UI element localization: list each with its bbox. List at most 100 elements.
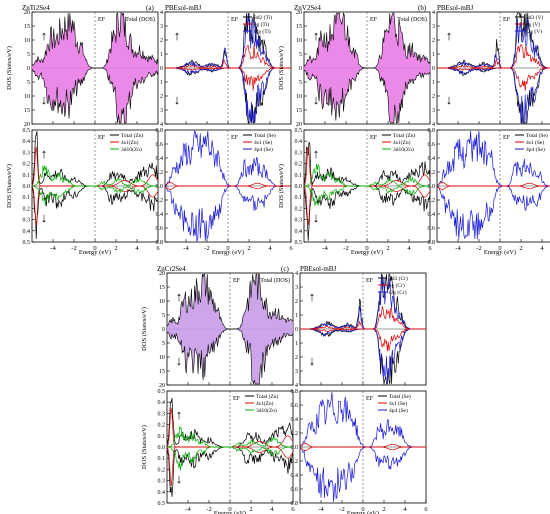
se-s-curve xyxy=(436,185,550,190)
y-tick-label: 0 xyxy=(27,66,30,72)
y-tick-label: 0.1 xyxy=(23,195,31,201)
y-tick-label: 0.4 xyxy=(295,229,303,235)
dos-fill xyxy=(304,13,430,69)
spin-down-arrow: ↓ xyxy=(313,92,320,107)
y-tick-label: 0.1 xyxy=(295,173,303,179)
legend-label: 3d10(Zn) xyxy=(256,407,277,414)
legend-label: 4p4 (Se) xyxy=(389,407,408,414)
eg-curve xyxy=(165,67,291,91)
y-tick-label: 3 xyxy=(160,108,163,114)
legend-label: Total (Se) xyxy=(526,132,548,139)
spin-down-arrow: ↓ xyxy=(174,92,181,107)
y-tick-label: 4 xyxy=(295,383,298,389)
y-tick-label: 0.2 xyxy=(156,170,164,176)
y-tick-label: 4 xyxy=(432,122,435,128)
legend-label: 4p4 (Se) xyxy=(254,146,273,153)
se-p-curve xyxy=(436,131,550,187)
x-tick-label: -4 xyxy=(318,506,324,513)
y-tick-label: 20 xyxy=(296,122,302,128)
y-tick-label: 2 xyxy=(295,355,298,361)
fermi-label: EF xyxy=(233,278,241,284)
y-tick-label: 0 xyxy=(160,66,163,72)
y-tick-label: 1 xyxy=(432,80,435,86)
y-tick-label: 0.2 xyxy=(428,198,436,204)
spin-down-arrow: ↓ xyxy=(176,471,183,486)
y-tick-label: 0.4 xyxy=(156,212,164,218)
y-tick-label: 0.0 xyxy=(23,184,31,190)
y-tick-label: 1 xyxy=(432,52,435,58)
legend-label: 4s1 (Se) xyxy=(389,400,407,407)
fermi-label: EF xyxy=(366,396,374,402)
y-tick-label: 10 xyxy=(24,38,30,44)
y-tick-label: 0.1 xyxy=(23,173,31,179)
zn-d-curve xyxy=(166,446,293,471)
y-tick-label: 3 xyxy=(432,108,435,114)
y-tick-label: 5 xyxy=(162,341,165,347)
x-axis-label: Energy (eV) xyxy=(347,510,379,514)
plot-se: EF-4-202460.80.60.40.20.00.20.40.60.8Tot… xyxy=(428,128,550,252)
plot-metal-d: EF 4 3 2 1 0 1 2 3 4 ↑ ↓ 3d2 (Ti)eg (Ti)t2g (Ti) xyxy=(160,10,292,128)
legend-label: 4s1 (Se) xyxy=(526,139,544,146)
y-tick-label: 2 xyxy=(295,299,298,305)
y-tick-label: 3 xyxy=(295,369,298,375)
x-axis-label: Energy (eV) xyxy=(484,249,516,256)
spin-up-arrow: ↑ xyxy=(313,146,320,161)
y-tick-label: 0.1 xyxy=(295,195,303,201)
y-tick-label: 2 xyxy=(160,94,163,100)
fermi-label: EF xyxy=(366,278,374,284)
y-tick-label: 0.5 xyxy=(295,240,303,246)
y-tick-label: 0.4 xyxy=(428,212,436,218)
legend-label: Total (DOS) xyxy=(260,277,290,284)
x-axis-label: Energy (eV) xyxy=(212,249,244,256)
fermi-label: EF xyxy=(231,135,239,141)
plot-metal-d: EF 4 3 2 1 0 1 2 3 4 ↑ ↓ 3d3 (Cr)eg (Cr)t2g (Cr) xyxy=(295,271,427,389)
x-tick-label: 4 xyxy=(407,245,411,252)
y-tick-label: 0.4 xyxy=(291,473,299,479)
y-tick-label: 0.8 xyxy=(291,389,299,395)
dos-fill xyxy=(304,68,430,123)
y-tick-label: 2 xyxy=(432,38,435,44)
y-tick-label: 0.2 xyxy=(158,423,166,429)
plot-metal-d: EF 4 3 2 1 0 1 2 3 4 ↑ ↓ 3d3 (V)eg (V)t2g (V) xyxy=(432,10,550,128)
x-tick-label: 4 xyxy=(270,506,274,513)
y-tick-label: 0.0 xyxy=(428,184,436,190)
y-tick-label: 0.1 xyxy=(158,456,166,462)
y-tick-label: 1 xyxy=(295,341,298,347)
x-tick-label: 0 xyxy=(498,245,501,252)
y-tick-label: 0.8 xyxy=(156,240,164,246)
fermi-label: EF xyxy=(231,17,239,23)
y-tick-label: 0 xyxy=(299,66,302,72)
y-tick-label: 5 xyxy=(299,52,302,58)
y-tick-label: 0.2 xyxy=(295,162,303,168)
legend-label: t2g (V) xyxy=(526,28,542,35)
legend-label: 3d10(Zn) xyxy=(393,146,414,153)
x-tick-label: -4 xyxy=(50,245,56,252)
x-tick-label: 6 xyxy=(291,506,295,513)
y-tick-label: 3 xyxy=(160,24,163,30)
spin-up-arrow: ↑ xyxy=(41,28,48,43)
y-tick-label: 0.0 xyxy=(156,184,164,190)
x-tick-label: 2 xyxy=(386,245,389,252)
fermi-label: EF xyxy=(98,17,106,23)
plot-total-dos: EF 20 15 10 5 0 5 10 15 20 ↑ ↓ Total (DOS) xyxy=(24,10,159,128)
y-axis-label: DOS (States/eV) xyxy=(141,425,148,469)
y-tick-label: 0.6 xyxy=(428,142,436,148)
y-tick-label: 0 xyxy=(295,327,298,333)
y-tick-label: 0.5 xyxy=(158,389,166,395)
spin-up-arrow: ↑ xyxy=(176,407,183,422)
legend-label: Total (DOS) xyxy=(397,16,427,23)
legend-label: 3d2 (Ti) xyxy=(254,14,272,21)
total-dos-curve xyxy=(166,328,294,386)
spin-down-arrow: ↓ xyxy=(446,92,453,107)
y-tick-label: 0.3 xyxy=(295,150,303,156)
se-s-curve xyxy=(436,182,550,187)
x-tick-label: 2 xyxy=(249,506,252,513)
y-tick-label: 0.2 xyxy=(428,170,436,176)
eg-curve xyxy=(300,306,426,330)
y-tick-label: 5 xyxy=(162,313,165,319)
fermi-label: EF xyxy=(370,17,378,23)
fermi-label: EF xyxy=(370,135,378,141)
panel-title: ZnTi2Se4 xyxy=(22,4,50,12)
